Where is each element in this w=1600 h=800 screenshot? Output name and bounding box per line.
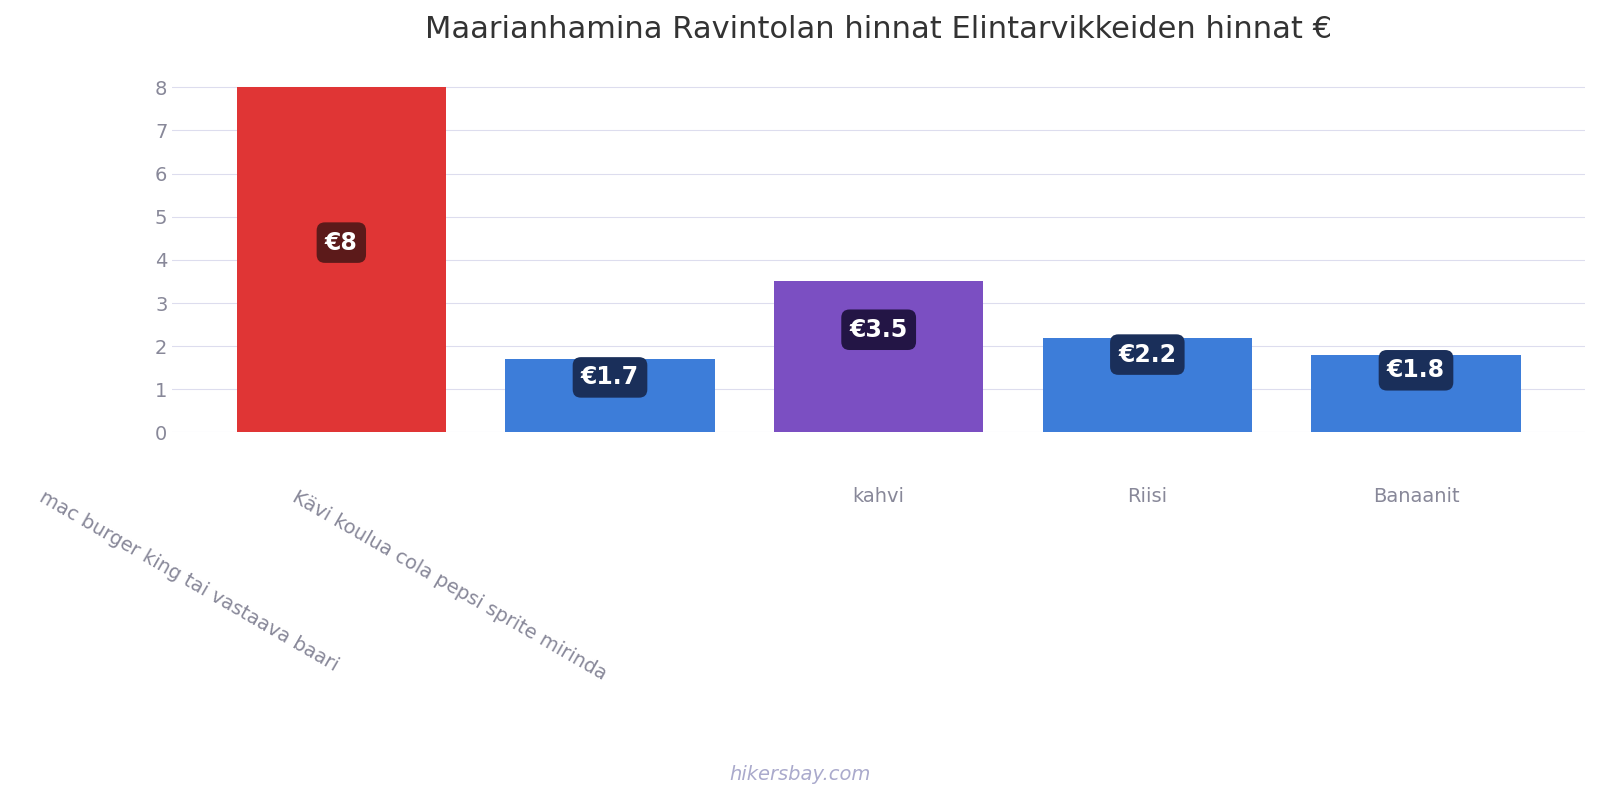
Text: Banaanit: Banaanit (1373, 487, 1459, 506)
Bar (774, 282, 984, 432)
Text: mac burger king tai vastaava baari: mac burger king tai vastaava baari (35, 487, 341, 675)
Text: Riisi: Riisi (1128, 487, 1168, 506)
Text: €3.5: €3.5 (850, 318, 907, 342)
Title: Maarianhamina Ravintolan hinnat Elintarvikkeiden hinnat €: Maarianhamina Ravintolan hinnat Elintarv… (426, 15, 1333, 44)
Bar (506, 359, 715, 432)
Bar (1043, 338, 1253, 432)
Text: Kävi koulua cola pepsi sprite mirinda: Kävi koulua cola pepsi sprite mirinda (290, 487, 610, 683)
Bar (237, 87, 446, 432)
Text: €1.8: €1.8 (1387, 358, 1445, 382)
Text: hikersbay.com: hikersbay.com (730, 765, 870, 784)
Bar (1312, 354, 1520, 432)
Text: kahvi: kahvi (853, 487, 904, 506)
Text: €1.7: €1.7 (581, 366, 638, 390)
Text: €2.2: €2.2 (1118, 342, 1176, 366)
Text: €8: €8 (325, 230, 358, 254)
